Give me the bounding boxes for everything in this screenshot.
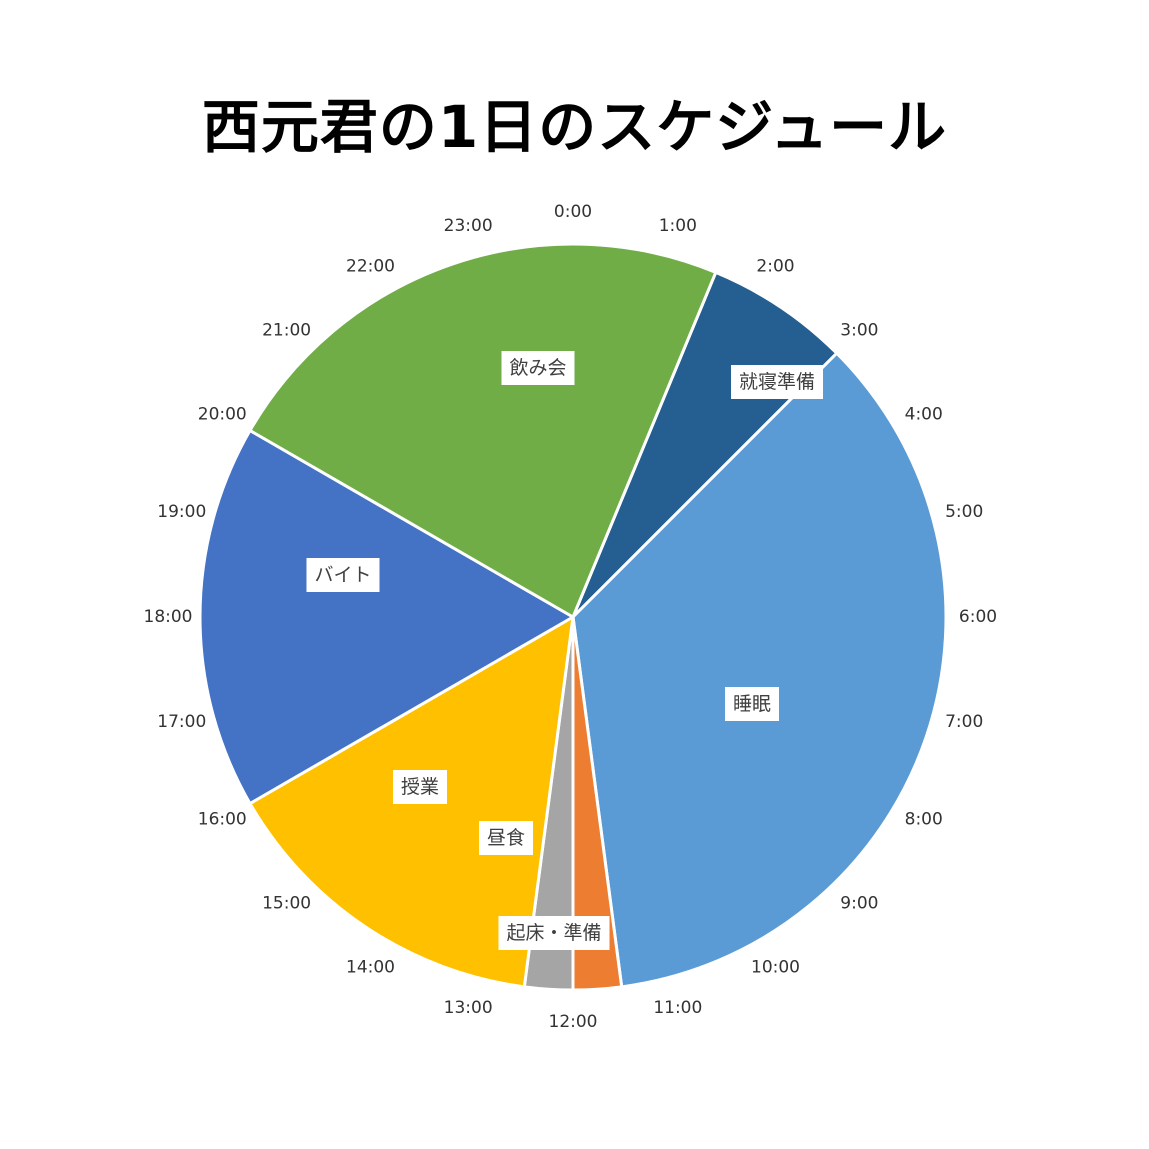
hour-label: 8:00: [905, 810, 943, 830]
hour-label: 5:00: [945, 502, 983, 522]
hour-label: 15:00: [262, 893, 311, 913]
hour-label: 22:00: [346, 256, 395, 276]
slice-label-box: [306, 558, 380, 592]
slice-label: バイト: [306, 558, 380, 592]
slice-label: 授業: [392, 770, 448, 804]
hour-label: 12:00: [549, 1012, 598, 1032]
slice-label-box: [501, 351, 575, 385]
hour-label: 21:00: [262, 321, 311, 341]
hour-label: 1:00: [659, 216, 697, 236]
slice-label-text: 飲み会: [509, 357, 566, 379]
slice-label-box: [724, 687, 780, 721]
hour-label: 13:00: [444, 998, 493, 1018]
pie-slice: [198, 429, 575, 805]
hour-label: 23:00: [444, 216, 493, 236]
slice-label-text: 睡眠: [733, 693, 771, 715]
hour-label: 19:00: [157, 502, 206, 522]
slice-label-text: バイト: [314, 564, 371, 586]
slice-label-box: [498, 916, 610, 950]
pie-slice: [571, 351, 948, 989]
slice-label: 睡眠: [724, 687, 780, 721]
hour-label: 7:00: [945, 712, 983, 732]
slice-label-box: [478, 821, 534, 855]
slice-label-box: [392, 770, 448, 804]
hour-label: 3:00: [840, 321, 878, 341]
pie-slice: [248, 242, 718, 619]
hour-label: 17:00: [157, 712, 206, 732]
slice-label-text: 起床・準備: [506, 922, 601, 944]
pie-slice: [571, 270, 839, 619]
hour-label: 2:00: [756, 256, 794, 276]
slice-label-text: 就寝準備: [739, 371, 815, 393]
slice-label-box: [730, 365, 824, 399]
hour-label: 20:00: [198, 405, 247, 425]
slice-label-text: 昼食: [487, 827, 525, 849]
slice-label-text: 授業: [401, 776, 439, 798]
hour-label: 11:00: [653, 998, 702, 1018]
hour-label: 0:00: [554, 202, 592, 222]
slice-label: 昼食: [478, 821, 534, 855]
hour-labels: 0:00 1:00 2:00 3:00 4:00 5:00 6:00 7:00 8:00 9:00…: [144, 202, 998, 1032]
hour-label: 16:00: [198, 810, 247, 830]
hour-label: 14:00: [346, 958, 395, 978]
slice-label: 飲み会: [501, 351, 575, 385]
hour-label: 6:00: [959, 607, 997, 627]
slice-label: 就寝準備: [730, 365, 824, 399]
slice-label: 起床・準備: [498, 916, 610, 950]
hour-label: 4:00: [905, 405, 943, 425]
pie-slices: [198, 242, 948, 992]
hour-label: 10:00: [751, 958, 800, 978]
hour-label: 18:00: [144, 607, 193, 627]
hour-label: 9:00: [840, 893, 878, 913]
chart-title: 西元君の1日のスケジュール: [201, 93, 948, 161]
